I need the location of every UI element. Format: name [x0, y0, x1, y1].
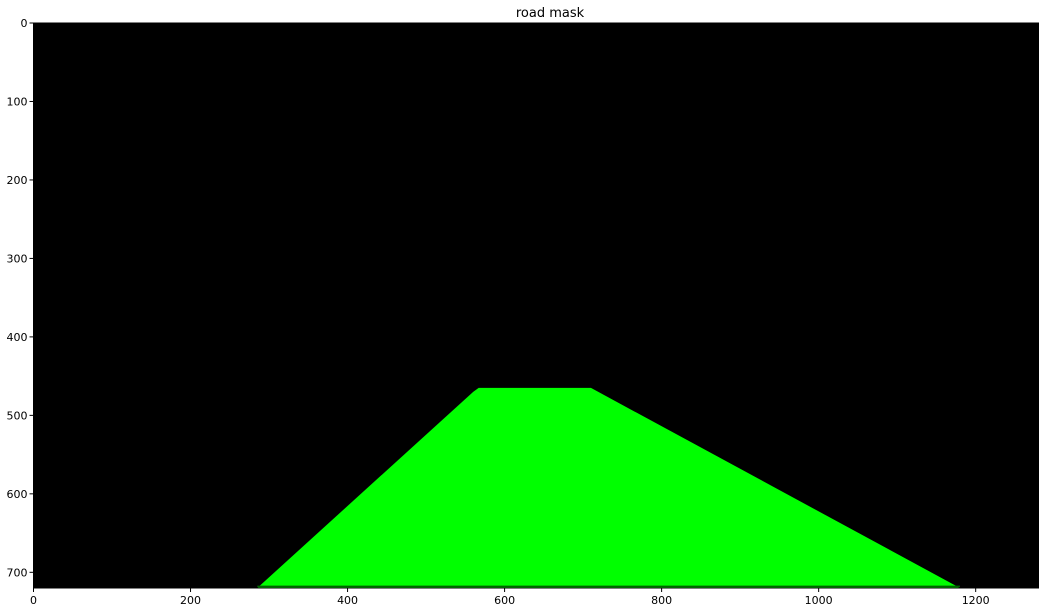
x-tick-label: 0: [30, 594, 37, 607]
y-tick-label: 100: [7, 95, 28, 108]
x-tick-label: 400: [337, 594, 358, 607]
x-tick-label: 1200: [962, 594, 990, 607]
x-tick-label: 1000: [805, 594, 833, 607]
x-tick-label: 600: [494, 594, 515, 607]
road-mask-region: [257, 387, 960, 588]
chart-title: road mask: [516, 6, 585, 21]
y-tick-label: 0: [21, 17, 28, 30]
y-axis: 0 100 200 300 400 500 600 700: [7, 17, 34, 579]
y-tick-label: 600: [7, 488, 28, 501]
y-tick-label: 700: [7, 566, 28, 579]
x-tick-label: 200: [180, 594, 201, 607]
y-tick-label: 500: [7, 409, 28, 422]
plot-frame: [33, 22, 1039, 589]
x-axis: 0 200 400 600 800 1000 1200: [30, 588, 990, 607]
y-tick-label: 400: [7, 331, 28, 344]
y-tick-label: 200: [7, 174, 28, 187]
x-tick-label: 800: [651, 594, 672, 607]
y-tick-label: 300: [7, 252, 28, 265]
